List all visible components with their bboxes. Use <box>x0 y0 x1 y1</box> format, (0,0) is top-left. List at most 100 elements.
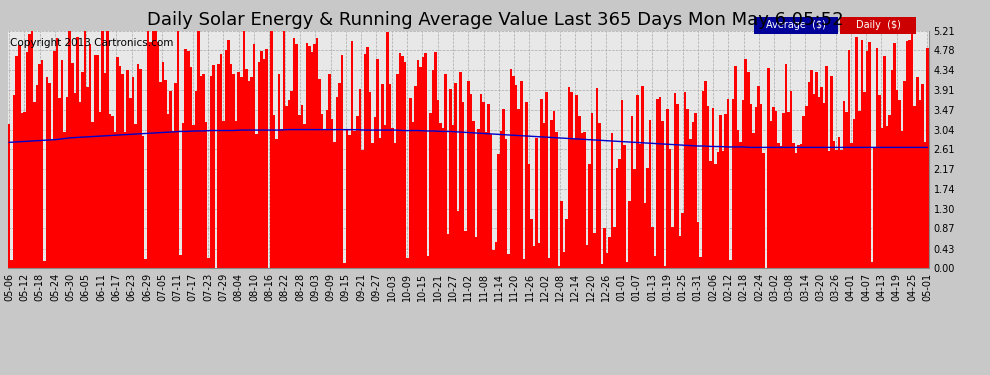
Bar <box>863 92 865 268</box>
Bar <box>33 102 36 268</box>
Bar <box>394 143 396 268</box>
Bar <box>740 142 742 268</box>
Bar <box>661 121 663 268</box>
Bar <box>220 54 223 268</box>
Bar <box>588 164 591 268</box>
Bar <box>117 57 119 268</box>
Bar <box>399 53 401 268</box>
Bar <box>541 99 543 268</box>
Bar <box>614 226 616 268</box>
Bar <box>71 63 73 268</box>
Bar <box>109 114 111 268</box>
Bar <box>86 87 89 268</box>
Bar <box>575 95 578 268</box>
Bar <box>744 60 747 268</box>
Bar <box>538 243 541 268</box>
Bar <box>89 44 91 268</box>
Bar <box>757 86 759 268</box>
Bar <box>621 100 624 268</box>
Bar <box>174 83 177 268</box>
Bar <box>288 100 290 268</box>
Bar <box>13 95 16 268</box>
Bar <box>101 31 104 268</box>
Bar <box>580 133 583 268</box>
Bar <box>217 64 220 268</box>
Bar <box>611 133 614 268</box>
Bar <box>606 253 608 268</box>
Bar <box>888 116 891 268</box>
Bar <box>772 107 775 268</box>
Bar <box>376 59 379 268</box>
Bar <box>639 144 642 268</box>
Bar <box>769 122 772 268</box>
Bar <box>356 116 358 268</box>
Bar <box>782 113 785 268</box>
Bar <box>881 128 883 268</box>
Bar <box>909 40 911 268</box>
Bar <box>601 264 603 268</box>
Bar <box>106 31 109 268</box>
Bar <box>619 159 621 268</box>
Bar <box>513 76 515 268</box>
Bar <box>225 50 228 268</box>
Bar <box>681 213 684 268</box>
Bar <box>298 116 301 268</box>
Bar <box>451 125 454 268</box>
Bar <box>252 44 255 268</box>
Bar <box>195 91 197 268</box>
Bar <box>63 132 66 268</box>
Bar <box>911 31 914 268</box>
Bar <box>368 92 371 268</box>
Bar <box>487 104 490 268</box>
Bar <box>73 93 76 268</box>
Bar <box>414 86 417 268</box>
Bar <box>36 85 39 268</box>
Bar <box>280 129 283 268</box>
Bar <box>709 161 712 268</box>
Bar <box>275 139 278 268</box>
Bar <box>179 255 182 268</box>
Bar <box>46 77 49 268</box>
Bar <box>435 53 437 268</box>
Bar <box>777 143 780 268</box>
Bar <box>409 98 412 268</box>
Bar <box>238 72 240 268</box>
Bar <box>557 266 560 268</box>
Bar <box>137 64 139 268</box>
Bar <box>798 144 800 268</box>
Bar <box>119 66 122 268</box>
Bar <box>391 128 394 268</box>
Bar <box>722 151 725 268</box>
Bar <box>828 152 831 268</box>
Bar <box>689 139 691 268</box>
Bar <box>417 60 419 268</box>
Bar <box>530 219 533 268</box>
Bar <box>53 51 55 268</box>
Bar <box>306 43 308 268</box>
Bar <box>921 84 924 268</box>
Bar <box>691 122 694 268</box>
Bar <box>901 131 904 268</box>
Bar <box>240 77 243 268</box>
Bar <box>651 227 653 268</box>
Bar <box>427 256 430 268</box>
Bar <box>585 246 588 268</box>
Bar <box>132 77 134 268</box>
Bar <box>694 114 697 268</box>
Bar <box>257 63 260 268</box>
Bar <box>295 44 298 268</box>
Bar <box>83 31 86 268</box>
Bar <box>127 70 129 268</box>
Bar <box>8 124 11 268</box>
Bar <box>474 237 477 268</box>
Bar <box>626 262 629 268</box>
Bar <box>412 122 414 268</box>
Bar <box>293 39 295 268</box>
Bar <box>161 62 164 268</box>
Bar <box>653 256 656 268</box>
Bar <box>616 168 619 268</box>
Bar <box>717 152 720 268</box>
Bar <box>446 234 449 268</box>
Bar <box>518 109 520 268</box>
Bar <box>669 149 671 268</box>
